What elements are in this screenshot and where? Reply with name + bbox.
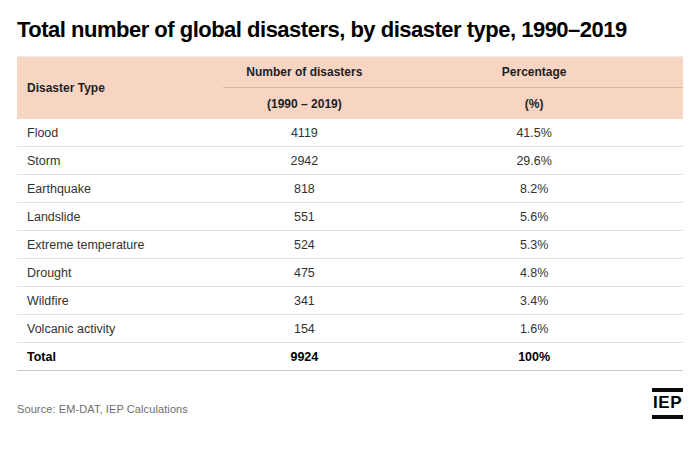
disaster-percentage-cell: 5.3% — [385, 231, 683, 259]
disaster-percentage-cell: 3.4% — [385, 287, 683, 315]
disaster-count-cell: 341 — [223, 287, 385, 315]
disaster-percentage-cell: 8.2% — [385, 175, 683, 203]
disaster-type-cell: Storm — [17, 147, 223, 175]
disaster-count-cell: 154 — [223, 315, 385, 343]
disaster-type-cell: Flood — [17, 119, 223, 147]
table-row: Earthquake 818 8.2% — [17, 175, 683, 203]
disaster-percentage-cell: 1.6% — [385, 315, 683, 343]
iep-logo: IEP — [652, 388, 683, 419]
disaster-count-cell: 818 — [223, 175, 385, 203]
table-row: Landslide 551 5.6% — [17, 203, 683, 231]
table-row: Wildfire 341 3.4% — [17, 287, 683, 315]
source-note: Source: EM-DAT, IEP Calculations — [17, 403, 188, 419]
total-label-cell: Total — [17, 343, 223, 371]
table-row: Flood 4119 41.5% — [17, 119, 683, 147]
disaster-percentage-cell: 5.6% — [385, 203, 683, 231]
table-total-row: Total 9924 100% — [17, 343, 683, 371]
column-subheader-years: (1990 – 2019) — [223, 88, 385, 119]
disasters-table: Disaster Type Number of disasters Percen… — [17, 56, 683, 371]
page-title: Total number of global disasters, by dis… — [17, 18, 657, 41]
disaster-type-cell: Wildfire — [17, 287, 223, 315]
table-header-row-main: Disaster Type Number of disasters Percen… — [17, 57, 683, 88]
disaster-percentage-cell: 4.8% — [385, 259, 683, 287]
table-row: Extreme temperature 524 5.3% — [17, 231, 683, 259]
table-row: Volcanic activity 154 1.6% — [17, 315, 683, 343]
total-percentage-cell: 100% — [385, 343, 683, 371]
disaster-count-cell: 475 — [223, 259, 385, 287]
total-count-cell: 9924 — [223, 343, 385, 371]
disaster-type-cell: Volcanic activity — [17, 315, 223, 343]
column-header-percentage: Percentage — [385, 57, 683, 88]
disaster-count-cell: 524 — [223, 231, 385, 259]
disaster-count-cell: 2942 — [223, 147, 385, 175]
disaster-type-cell: Earthquake — [17, 175, 223, 203]
disaster-count-cell: 551 — [223, 203, 385, 231]
disaster-percentage-cell: 41.5% — [385, 119, 683, 147]
disaster-type-cell: Extreme temperature — [17, 231, 223, 259]
disaster-percentage-cell: 29.6% — [385, 147, 683, 175]
column-header-disaster-type: Disaster Type — [17, 57, 223, 119]
column-header-number-of-disasters: Number of disasters — [223, 57, 385, 88]
disaster-count-cell: 4119 — [223, 119, 385, 147]
figure-footer: Source: EM-DAT, IEP Calculations IEP — [17, 388, 683, 419]
table-body: Flood 4119 41.5% Storm 2942 29.6% Earthq… — [17, 119, 683, 371]
column-subheader-percent-unit: (%) — [385, 88, 683, 119]
disaster-type-cell: Landslide — [17, 203, 223, 231]
report-figure: Total number of global disasters, by dis… — [0, 0, 700, 455]
disaster-type-cell: Drought — [17, 259, 223, 287]
table-row: Drought 475 4.8% — [17, 259, 683, 287]
table-row: Storm 2942 29.6% — [17, 147, 683, 175]
table-header: Disaster Type Number of disasters Percen… — [17, 57, 683, 119]
